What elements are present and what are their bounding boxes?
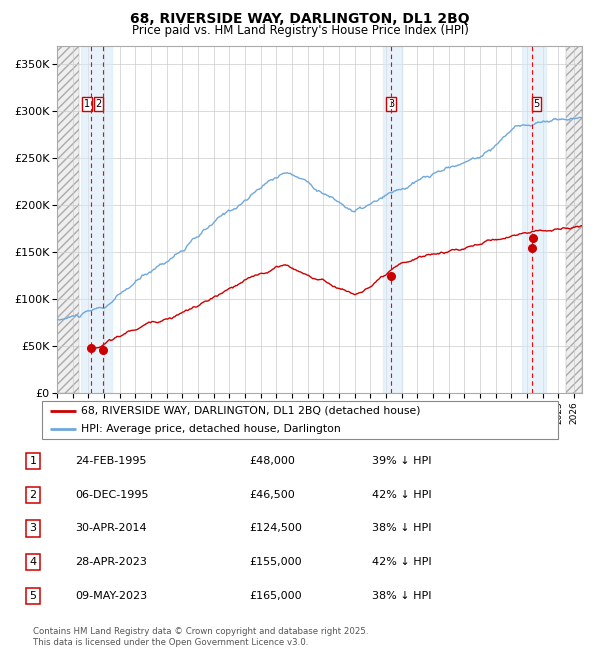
Text: 38% ↓ HPI: 38% ↓ HPI [372, 523, 431, 534]
Bar [383, 46, 402, 393]
Text: HPI: Average price, detached house, Darlington: HPI: Average price, detached house, Darl… [80, 424, 340, 434]
Text: 38% ↓ HPI: 38% ↓ HPI [372, 591, 431, 601]
Text: £46,500: £46,500 [249, 489, 295, 500]
Text: 2: 2 [29, 489, 37, 500]
Text: 4: 4 [29, 557, 37, 567]
Text: 68, RIVERSIDE WAY, DARLINGTON, DL1 2BQ (detached house): 68, RIVERSIDE WAY, DARLINGTON, DL1 2BQ (… [80, 406, 420, 416]
Text: Price paid vs. HM Land Registry's House Price Index (HPI): Price paid vs. HM Land Registry's House … [131, 24, 469, 37]
Text: £124,500: £124,500 [249, 523, 302, 534]
Text: 68, RIVERSIDE WAY, DARLINGTON, DL1 2BQ: 68, RIVERSIDE WAY, DARLINGTON, DL1 2BQ [130, 12, 470, 26]
Text: 39% ↓ HPI: 39% ↓ HPI [372, 456, 431, 466]
Text: 3: 3 [29, 523, 37, 534]
Text: Contains HM Land Registry data © Crown copyright and database right 2025.
This d: Contains HM Land Registry data © Crown c… [33, 627, 368, 647]
Text: £48,000: £48,000 [249, 456, 295, 466]
Text: 06-DEC-1995: 06-DEC-1995 [75, 489, 149, 500]
Text: 28-APR-2023: 28-APR-2023 [75, 557, 147, 567]
Text: 5: 5 [533, 99, 539, 109]
Text: 09-MAY-2023: 09-MAY-2023 [75, 591, 147, 601]
Bar [80, 46, 112, 393]
Text: 5: 5 [29, 591, 37, 601]
Text: £155,000: £155,000 [249, 557, 302, 567]
Text: 3: 3 [388, 99, 394, 109]
Text: 1: 1 [84, 99, 90, 109]
Text: £165,000: £165,000 [249, 591, 302, 601]
Text: 2: 2 [95, 99, 101, 109]
Text: 1: 1 [29, 456, 37, 466]
Text: 42% ↓ HPI: 42% ↓ HPI [372, 489, 431, 500]
Text: 30-APR-2014: 30-APR-2014 [75, 523, 146, 534]
Text: 42% ↓ HPI: 42% ↓ HPI [372, 557, 431, 567]
Text: 24-FEB-1995: 24-FEB-1995 [75, 456, 146, 466]
Bar [523, 46, 546, 393]
FancyBboxPatch shape [42, 401, 558, 439]
